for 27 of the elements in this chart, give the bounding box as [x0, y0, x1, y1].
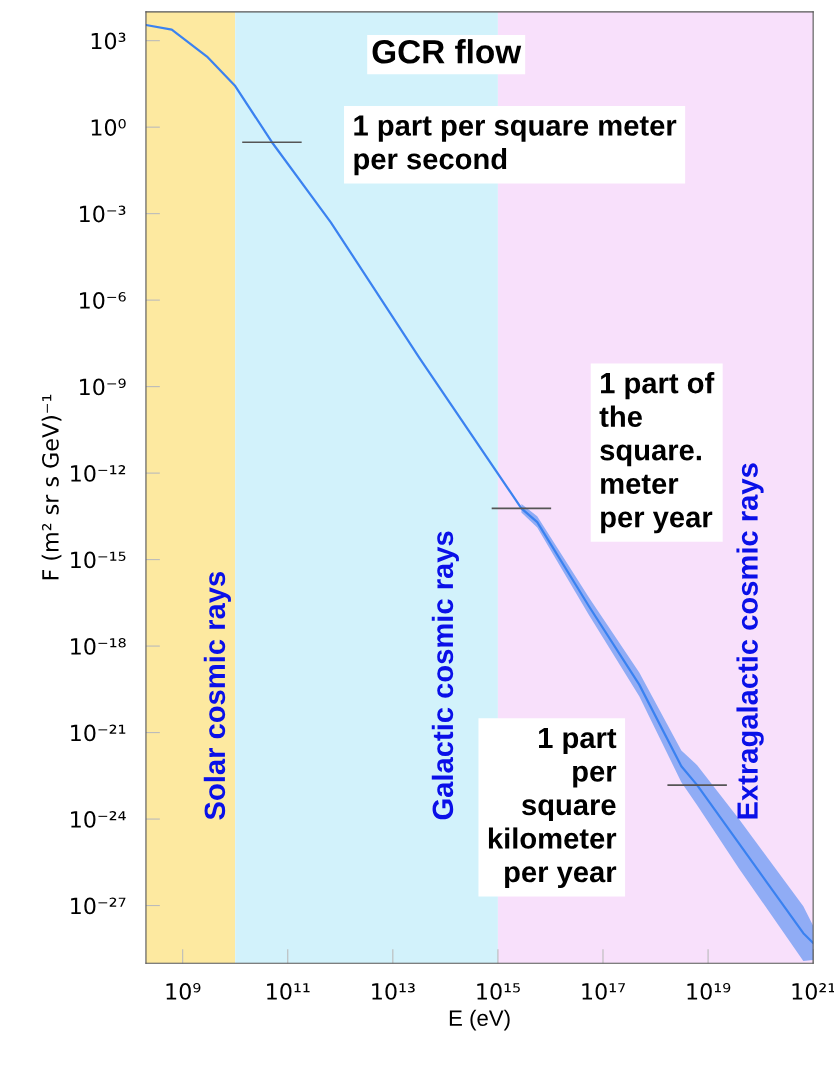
- annotation: 1 part per square meter per second: [354, 115, 677, 176]
- band-label: Galactic cosmic rays: [431, 531, 459, 820]
- y-tick-label: 10⁻¹⁸: [71, 638, 126, 655]
- y-tick-label: 10⁻²⁴: [71, 811, 126, 828]
- y-tick-label: 10⁻⁹: [80, 378, 126, 396]
- y-tick-label: 10³: [91, 32, 126, 50]
- x-tick-label: 10¹⁵: [477, 983, 520, 1000]
- x-tick-label: 10¹⁹: [687, 983, 731, 1000]
- x-tick-label: 10¹¹: [267, 983, 310, 1000]
- y-axis-title: F (m² sr s GeV)⁻¹: [41, 394, 62, 580]
- annotation: 1 part per square kilometer per year: [488, 727, 617, 889]
- x-tick-label: 10¹⁷: [582, 983, 625, 1000]
- y-tick-label: 10⁻¹²: [71, 465, 126, 482]
- y-tick-label: 10⁰: [91, 119, 126, 136]
- y-tick-label: 10⁻²⁷: [71, 897, 126, 915]
- text: GCR flow: [372, 39, 522, 64]
- y-tick-label: 10⁻²¹: [71, 724, 126, 742]
- band-label: Extragalactic cosmic rays: [736, 463, 764, 819]
- x-tick-label: 10⁹: [166, 983, 201, 1000]
- y-tick-label: 10⁻³: [80, 205, 126, 223]
- y-tick-label: 10⁻⁶: [80, 292, 126, 309]
- annotation: 1 part of the square. meter per year: [599, 372, 715, 534]
- y-tick-label: 10⁻¹⁵: [71, 551, 126, 569]
- band-label: Solar cosmic rays: [203, 572, 231, 820]
- x-axis-title: E (eV): [449, 1009, 510, 1031]
- x-tick-label: 10²¹: [792, 983, 834, 1000]
- x-tick-label: 10¹³: [372, 983, 415, 1000]
